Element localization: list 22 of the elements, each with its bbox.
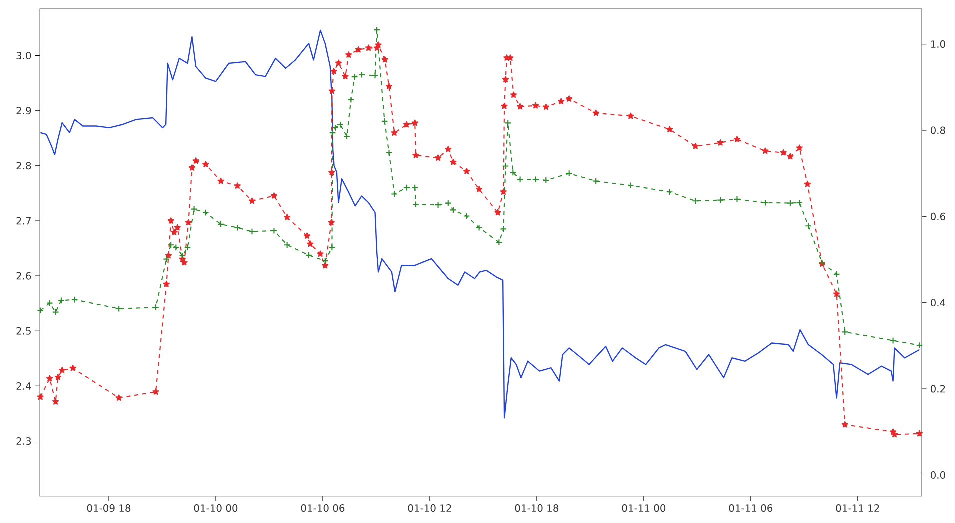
y-tick-label: 2.9 bbox=[16, 106, 32, 114]
y-tick-label: 3.0 bbox=[16, 52, 32, 60]
x-tick-label: 01-11 00 bbox=[622, 504, 666, 512]
y2-tick-label: 0.2 bbox=[930, 385, 946, 393]
y-tick-label: 2.8 bbox=[16, 162, 32, 170]
y-tick-label: 2.4 bbox=[16, 382, 32, 390]
x-tick-label: 01-10 00 bbox=[194, 504, 238, 512]
x-tick-label: 01-09 18 bbox=[87, 504, 131, 512]
y-tick-label: 2.3 bbox=[16, 437, 32, 445]
y2-tick-label: 0.6 bbox=[930, 212, 946, 220]
y2-tick-label: 0.0 bbox=[930, 471, 946, 479]
y-tick-label: 2.7 bbox=[16, 217, 31, 225]
x-tick-label: 01-11 12 bbox=[836, 504, 880, 512]
x-tick-label: 01-11 06 bbox=[729, 504, 773, 512]
y-tick-label: 2.5 bbox=[16, 327, 31, 335]
x-tick-label: 01-10 12 bbox=[408, 504, 452, 512]
x-tick-label: 01-10 06 bbox=[301, 504, 345, 512]
y2-tick-label: 0.8 bbox=[930, 126, 946, 134]
y2-tick-label: 1.0 bbox=[931, 40, 946, 48]
x-tick-label: 01-10 18 bbox=[515, 504, 559, 512]
y2-tick-label: 0.4 bbox=[930, 298, 946, 306]
y-tick-label: 2.6 bbox=[16, 272, 32, 280]
